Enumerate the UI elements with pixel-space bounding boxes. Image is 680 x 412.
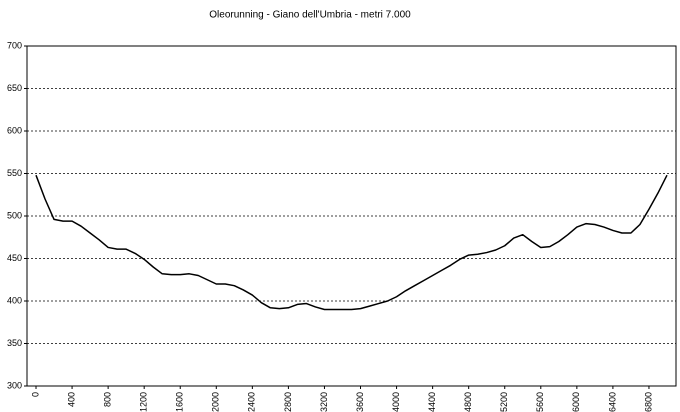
x-tick-label: 1200 [139,392,149,412]
y-tick-label: 400 [7,295,22,305]
x-tick-label: 6400 [607,392,617,412]
x-tick-label: 3200 [319,392,329,412]
x-tick-label: 4800 [463,392,473,412]
x-tick-label: 0 [30,392,40,397]
x-tick-label: 400 [66,392,76,407]
x-tick-label: 800 [103,392,113,407]
x-tick-label: 2800 [283,392,293,412]
x-tick-label: 6000 [571,392,581,412]
x-tick-label: 5200 [499,392,509,412]
y-tick-label: 700 [7,40,22,50]
y-tick-label: 550 [7,168,22,178]
x-tick-label: 3600 [355,392,365,412]
y-tick-label: 450 [7,253,22,263]
x-tick-label: 4000 [391,392,401,412]
y-tick-label: 350 [7,338,22,348]
elevation-line [35,174,668,311]
x-tick-label: 2400 [247,392,257,412]
chart-title: Oleorunning - Giano dell'Umbria - metri … [209,10,411,21]
x-tick-label: 1600 [175,392,185,412]
y-tick-label: 300 [7,380,22,390]
y-tick-label: 500 [7,210,22,220]
y-tick-label: 650 [7,83,22,93]
x-tick-label: 6800 [643,392,653,412]
y-tick-label: 600 [7,125,22,135]
x-tick-label: 4400 [427,392,437,412]
x-tick-label: 5600 [535,392,545,412]
x-tick-label: 2000 [211,392,221,412]
